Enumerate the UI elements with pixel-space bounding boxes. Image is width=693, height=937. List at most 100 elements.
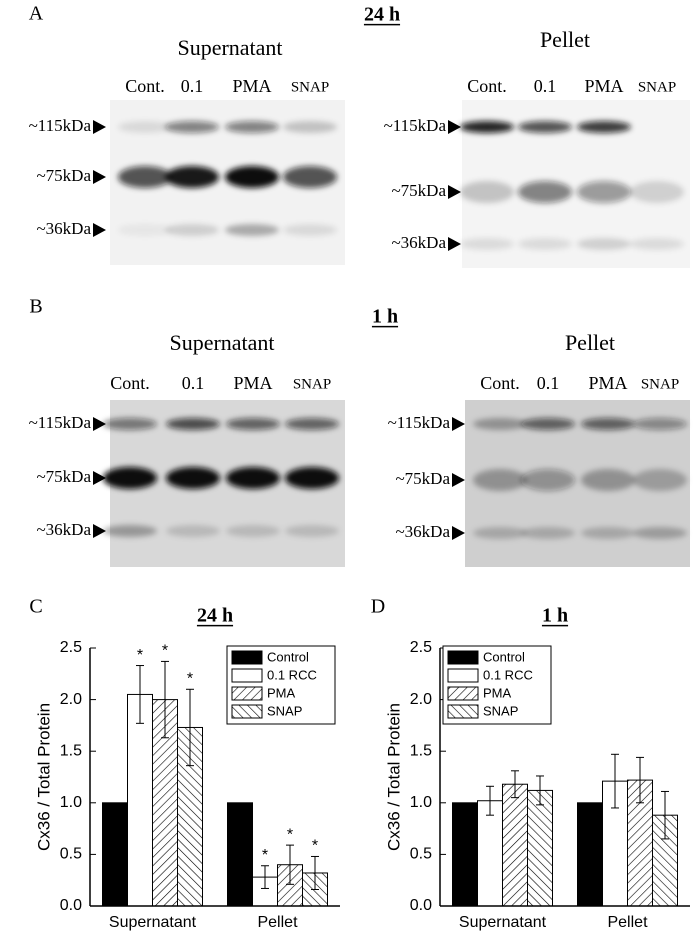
blot-band [118, 121, 172, 133]
blot-band [460, 238, 514, 250]
blot-band [521, 527, 575, 539]
lane-label: SNAP [291, 79, 329, 95]
panel-letter: A [29, 3, 44, 25]
blot-band [226, 467, 280, 489]
legend-swatch [231, 686, 263, 701]
panel-letter: C [29, 596, 42, 618]
blot-band [633, 418, 687, 430]
blot-bands [460, 121, 684, 250]
marker-label: ~115kDa [29, 116, 92, 135]
marker-arrow [452, 417, 465, 431]
legend-swatch [447, 650, 479, 665]
error-bar [536, 775, 544, 806]
blot-band [166, 418, 220, 430]
x-tick-label: Supernatant [109, 914, 197, 931]
error-bar [611, 753, 619, 809]
marker-label: ~75kDa [395, 469, 450, 488]
marker-label: ~115kDa [384, 116, 447, 135]
blot-bands [103, 418, 339, 537]
bar [502, 783, 528, 907]
y-axis-label: Cx36 / Total Protein [34, 703, 53, 851]
blot-band [518, 238, 572, 250]
marker-label: ~36kDa [395, 522, 450, 541]
blot-band [165, 166, 219, 188]
blot-band [518, 121, 572, 133]
blot-band [166, 525, 220, 537]
lane-label: Cont. [125, 76, 165, 96]
lane-label: PMA [232, 76, 271, 96]
blot-band [118, 166, 172, 188]
legend-label: SNAP [267, 703, 302, 718]
marker-arrow [448, 237, 461, 251]
blot-title: Supernatant [169, 330, 274, 355]
lane-label: SNAP [638, 79, 676, 95]
error-bar [136, 665, 144, 724]
blot-band [285, 467, 339, 489]
error-bar [311, 855, 319, 890]
blot-band [521, 469, 575, 491]
legend-swatch [447, 668, 479, 683]
y-tick-label: 0.5 [410, 846, 432, 863]
blot-band [577, 181, 631, 203]
error-bar [636, 756, 644, 804]
bar [527, 789, 553, 907]
blot-band [103, 467, 157, 489]
significance-marker: * [262, 847, 268, 864]
significance-marker: * [287, 826, 293, 843]
lane-label: 0.1 [182, 373, 205, 393]
y-tick-label: 0.0 [410, 897, 432, 914]
marker-arrow [93, 524, 106, 538]
legend-swatch [231, 668, 263, 683]
y-tick-label: 0.0 [60, 897, 82, 914]
chart-title: 1 h [542, 605, 568, 627]
blot-title: Pellet [540, 27, 590, 52]
panel-letter: D [371, 596, 385, 618]
lane-label: SNAP [641, 376, 679, 392]
y-tick-label: 1.5 [410, 742, 432, 759]
y-tick-label: 1.0 [60, 794, 82, 811]
blot-band [225, 121, 279, 133]
blot-band [518, 181, 572, 203]
blot-band [521, 418, 575, 430]
lane-label: Cont. [110, 373, 150, 393]
marker-label: ~115kDa [388, 413, 451, 432]
legend-label: PMA [267, 685, 296, 700]
blot-band [577, 121, 631, 133]
y-tick-label: 2.5 [60, 639, 82, 656]
marker-arrow [93, 417, 106, 431]
significance-marker: * [187, 670, 193, 687]
blot-band [577, 238, 631, 250]
marker-arrow [448, 120, 461, 134]
marker-arrow [93, 170, 106, 184]
blot-band [165, 224, 219, 236]
lane-label: 0.1 [534, 76, 557, 96]
blot-band [473, 527, 527, 539]
x-tick-label: Supernatant [459, 914, 547, 931]
error-bar [486, 785, 494, 816]
marker-label: ~36kDa [36, 219, 91, 238]
blot-band [285, 418, 339, 430]
blot-band [226, 418, 280, 430]
blot-title: Supernatant [177, 35, 282, 60]
bar [477, 800, 503, 907]
blot-band [460, 121, 514, 133]
blot-band [225, 166, 279, 188]
blot-band [283, 121, 337, 133]
y-tick-label: 1.5 [60, 742, 82, 759]
legend-label: 0.1 RCC [267, 667, 317, 682]
error-bar [186, 688, 194, 767]
blot-band [581, 469, 635, 491]
y-tick-label: 2.5 [410, 639, 432, 656]
legend-swatch [231, 704, 263, 719]
lane-label: Cont. [467, 76, 507, 96]
chart-title: 24 h [197, 605, 233, 627]
blot-band [225, 224, 279, 236]
lane-label: PMA [584, 76, 623, 96]
blot-band [630, 238, 684, 250]
x-tick-label: Pellet [257, 914, 298, 931]
marker-label: ~115kDa [29, 413, 92, 432]
blot-band [460, 181, 514, 203]
marker-arrow [93, 223, 106, 237]
blot-band [103, 418, 157, 430]
blot-band [630, 181, 684, 203]
